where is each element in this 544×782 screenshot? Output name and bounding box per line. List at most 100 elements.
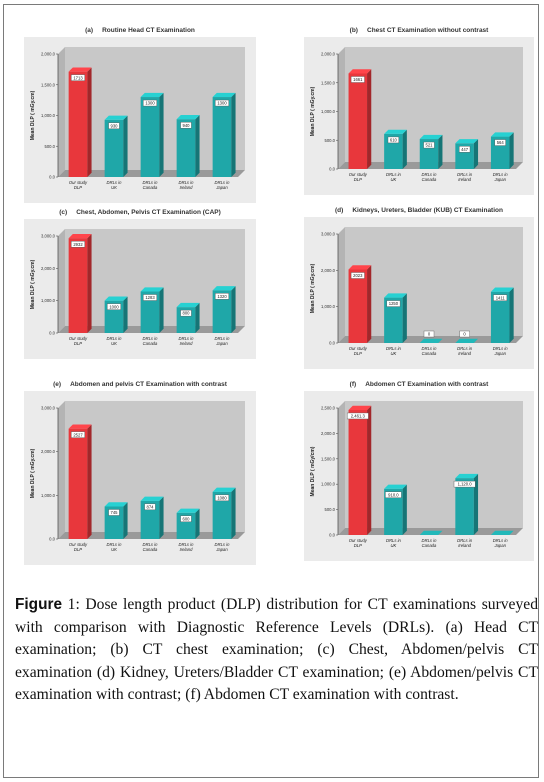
bar-front [68,238,88,333]
bar-top [419,338,443,343]
x-tick-label: DRLs in [457,538,473,543]
y-tick-label: 1,500.0 [321,80,336,85]
x-tick-label: Japan [215,341,228,346]
y-axis-label: Mean DLP ( mGy.cm) [30,259,36,309]
data-label-box [180,515,192,523]
data-label: 564 [497,140,505,145]
bar-front [348,409,368,535]
data-label: 447 [461,147,469,152]
y-tick-label: 0.0 [49,537,55,542]
chart-title-e: (e) Abdomen and pelvis CT Examination wi… [53,381,227,388]
x-tick-label: DRLs in [215,336,231,341]
bar-front [212,290,232,333]
caption-text: 1: Dose length product (DLP) distributio… [15,596,538,703]
bar [490,530,514,535]
bar-side [367,69,372,169]
x-tick-label: Our study [69,542,88,547]
chart-svg-b: 0.0 500.0 1,000.0 1,500.0 2,000.0 Mean DLP ( … [304,37,534,195]
chart-title-d: (d) Kidneys, Ureters, Bladder (KUB) CT E… [335,207,503,214]
data-label-box [347,412,369,420]
chart-title-a: (a) Routine Head CT Examination [85,27,195,34]
figure-caption: Figure 1: Dose length product (DLP) dist… [15,594,538,707]
x-tick-label: DLP [354,543,362,548]
data-label-box [423,330,435,338]
data-label: 600 [183,516,191,521]
y-tick-label: 0.0 [329,533,335,538]
data-label-box [350,76,365,83]
data-label: 2527 [73,432,83,437]
x-tick-label: DRLs in [493,172,509,177]
x-tick-label: Ireland [180,341,193,346]
bar-side [402,484,407,535]
data-label: 2932 [73,242,83,247]
bar-top [419,530,443,535]
x-tick-label: DLP [74,547,82,552]
x-tick-label: Canada [422,351,437,356]
bar-top [68,233,92,239]
bar [68,67,92,177]
x-tick-label: Ireland [180,547,193,552]
data-label: 1,120.0 [458,482,473,487]
x-tick-label: DRLs in [107,336,123,341]
y-axis-label: Mean DLP ( mGy.cm) [310,263,316,313]
bar [176,114,200,177]
bar-top [140,287,164,292]
y-tick-label: 3,000.0 [41,234,56,239]
data-label: 2,461.3 [351,414,366,419]
bar-top [348,265,372,270]
bar-side [159,287,164,333]
bar-front [140,291,160,333]
bar-front [176,119,196,177]
x-tick-label: DRLs in [493,538,509,543]
chart-svg-d: 0.0 1,000.0 2,000.0 3,000.0 Mean DLP ( mGy.c… [304,217,534,369]
bar-front [348,269,368,343]
y-tick-label: 2,500.0 [321,406,336,411]
bar-top [104,296,128,301]
bar [348,265,372,343]
bar-top [176,302,200,308]
bar [212,286,236,333]
bar [455,139,479,169]
y-tick-label: 2,000.0 [41,449,56,454]
bar-top [384,484,407,489]
data-label-box [386,300,401,307]
y-axis-label: Mean DLP ( mGy.cm) [30,90,36,140]
x-tick-label: Japan [215,547,228,552]
bar-front [348,73,368,169]
data-label-box [108,122,120,130]
chart-panel-b: (b) Chest CT Examination without contras… [304,27,534,195]
data-label: 521 [426,143,434,148]
bar [384,129,407,169]
bar-side [402,293,407,343]
data-label: 745 [111,510,119,515]
bar-top [490,530,514,535]
y-tick-label: 1,000.0 [41,113,56,118]
data-label: 874 [147,504,155,509]
bar [68,424,92,539]
y-tick-label: 2,000.0 [41,52,56,57]
bar-side [195,508,200,539]
bar-side [123,296,128,333]
bar [68,233,92,333]
data-label-box [350,272,365,279]
y-tick-label: 500.0 [325,507,336,512]
y-tick-label: 1,000.0 [41,493,56,498]
x-tick-label: DRLs in [457,172,473,177]
data-label: 1713 [73,75,83,80]
bar-top [140,496,164,501]
data-label-box [215,293,229,300]
x-tick-label: DLP [354,351,362,356]
data-label: 1250 [389,301,399,306]
x-tick-label: UK [111,341,117,346]
bar-side [231,286,236,333]
bar-top [104,115,128,120]
y-tick-label: 3,000.0 [321,232,336,237]
x-tick-label: Ireland [458,543,471,548]
data-label: 1661 [353,77,363,82]
data-label-box [107,303,121,310]
y-tick-label: 0.0 [49,175,55,180]
data-label: 1283 [145,295,155,300]
x-tick-label: UK [390,351,396,356]
bar-front [140,97,160,177]
x-tick-label: Canada [143,185,158,190]
